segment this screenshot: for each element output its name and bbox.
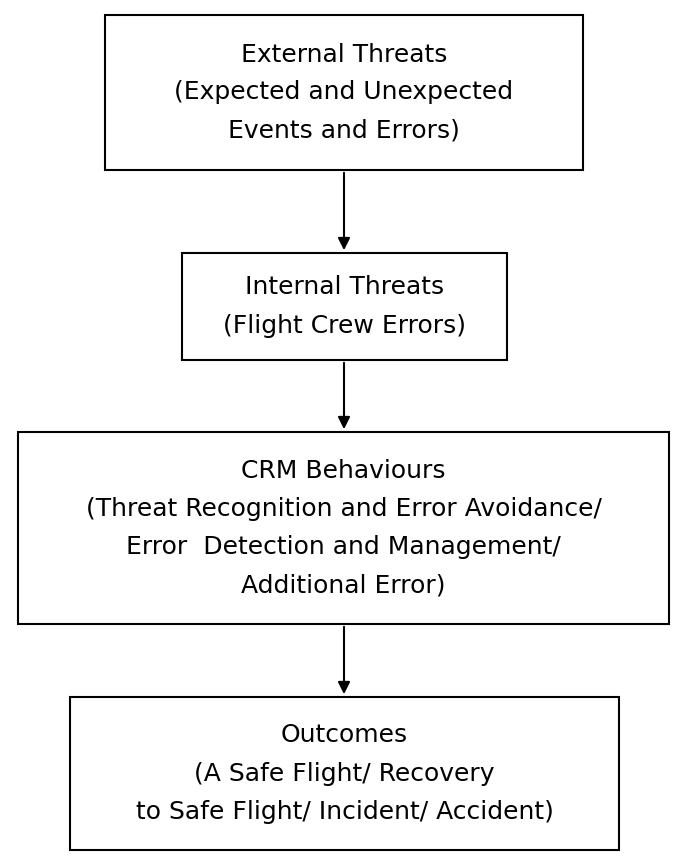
Text: to Safe Flight/ Incident/ Accident): to Safe Flight/ Incident/ Accident): [136, 799, 553, 824]
Bar: [18, 432, 669, 624]
Text: Outcomes: Outcomes: [281, 723, 408, 747]
Text: Events and Errors): Events and Errors): [228, 119, 460, 142]
Text: Internal Threats: Internal Threats: [245, 276, 444, 299]
Text: (Expected and Unexpected: (Expected and Unexpected: [175, 81, 513, 105]
Text: Additional Error): Additional Error): [241, 573, 446, 597]
Text: (A Safe Flight/ Recovery: (A Safe Flight/ Recovery: [194, 761, 495, 786]
Text: (Threat Recognition and Error Avoidance/: (Threat Recognition and Error Avoidance/: [85, 497, 601, 521]
Text: External Threats: External Threats: [241, 42, 447, 67]
Text: CRM Behaviours: CRM Behaviours: [241, 459, 446, 483]
Bar: [70, 697, 619, 850]
Text: Error  Detection and Management/: Error Detection and Management/: [126, 535, 561, 559]
Bar: [182, 253, 507, 360]
Text: (Flight Crew Errors): (Flight Crew Errors): [223, 314, 466, 337]
Bar: [105, 15, 583, 170]
